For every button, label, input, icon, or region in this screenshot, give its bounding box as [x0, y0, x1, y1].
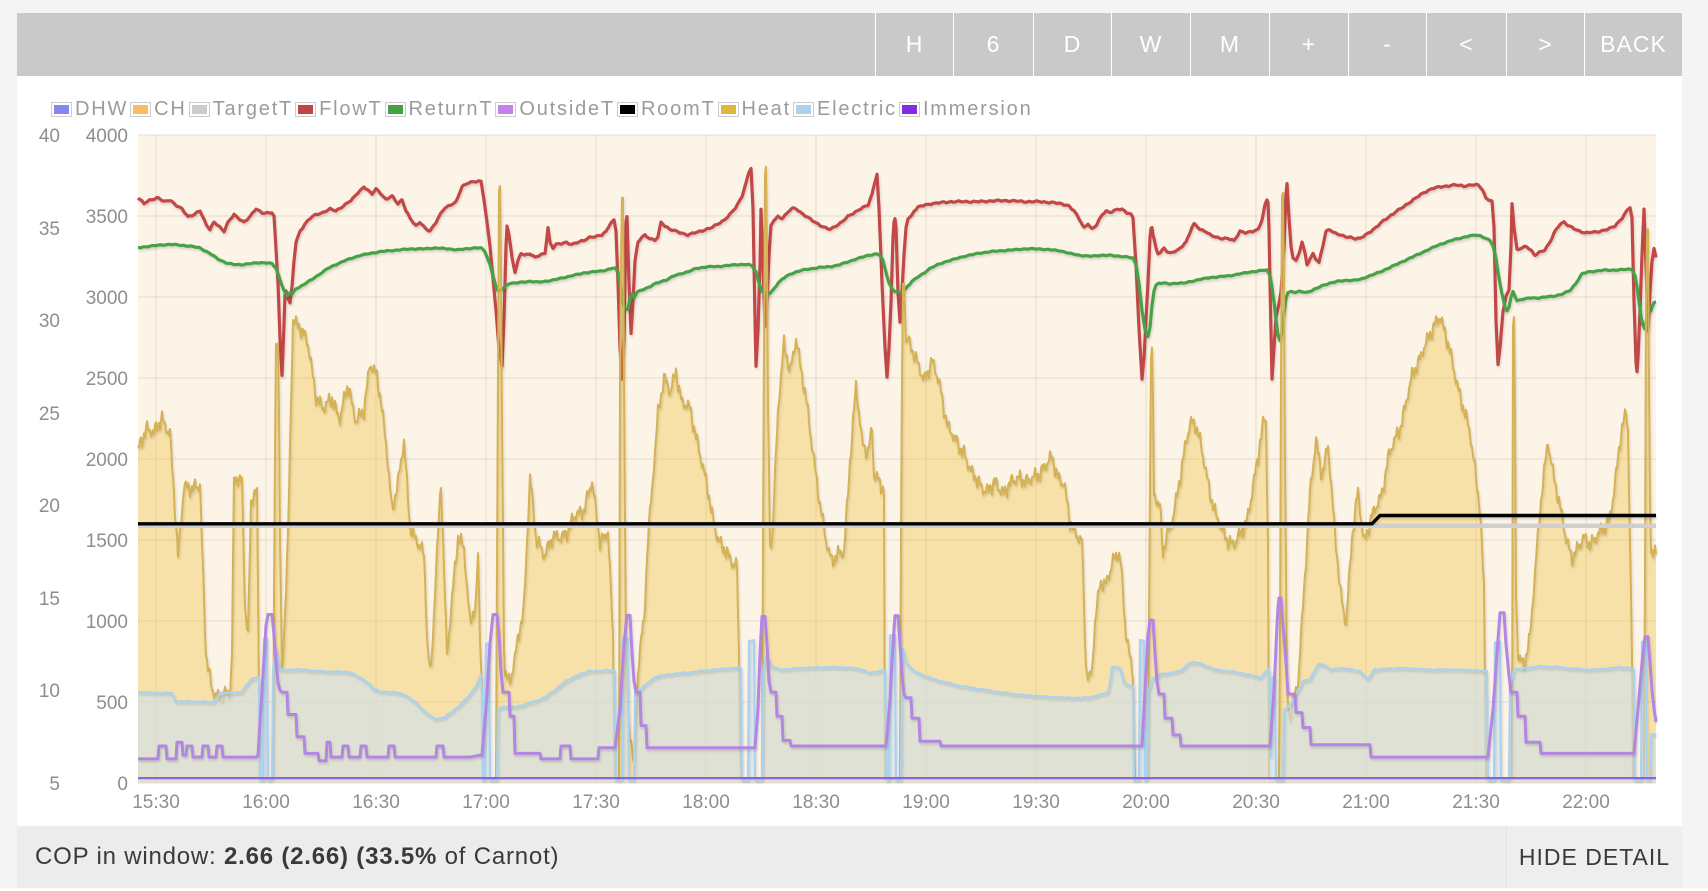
svg-text:15: 15: [39, 589, 60, 610]
svg-text:18:00: 18:00: [682, 792, 730, 813]
svg-text:20: 20: [39, 496, 60, 517]
svg-text:30: 30: [39, 311, 60, 332]
svg-text:21:30: 21:30: [1452, 792, 1500, 813]
svg-text:17:30: 17:30: [572, 792, 620, 813]
svg-text:1500: 1500: [86, 531, 128, 552]
svg-text:21:00: 21:00: [1342, 792, 1390, 813]
svg-text:20:30: 20:30: [1232, 792, 1280, 813]
svg-text:10: 10: [39, 681, 60, 702]
svg-text:2000: 2000: [86, 450, 128, 471]
svg-text:1000: 1000: [86, 612, 128, 633]
svg-text:3500: 3500: [86, 207, 128, 228]
svg-text:17:00: 17:00: [462, 792, 510, 813]
svg-text:3000: 3000: [86, 288, 128, 309]
svg-text:5: 5: [49, 774, 60, 795]
svg-text:18:30: 18:30: [792, 792, 840, 813]
svg-text:500: 500: [96, 693, 128, 714]
svg-text:16:30: 16:30: [352, 792, 400, 813]
svg-text:22:00: 22:00: [1562, 792, 1610, 813]
svg-text:2500: 2500: [86, 369, 128, 390]
svg-text:19:00: 19:00: [902, 792, 950, 813]
svg-text:20:00: 20:00: [1122, 792, 1170, 813]
svg-text:15:30: 15:30: [132, 792, 180, 813]
svg-text:0: 0: [117, 774, 128, 795]
svg-text:16:00: 16:00: [242, 792, 290, 813]
svg-text:4000: 4000: [86, 126, 128, 147]
svg-text:19:30: 19:30: [1012, 792, 1060, 813]
svg-text:35: 35: [39, 219, 60, 240]
svg-text:25: 25: [39, 404, 60, 425]
svg-text:40: 40: [39, 126, 60, 147]
